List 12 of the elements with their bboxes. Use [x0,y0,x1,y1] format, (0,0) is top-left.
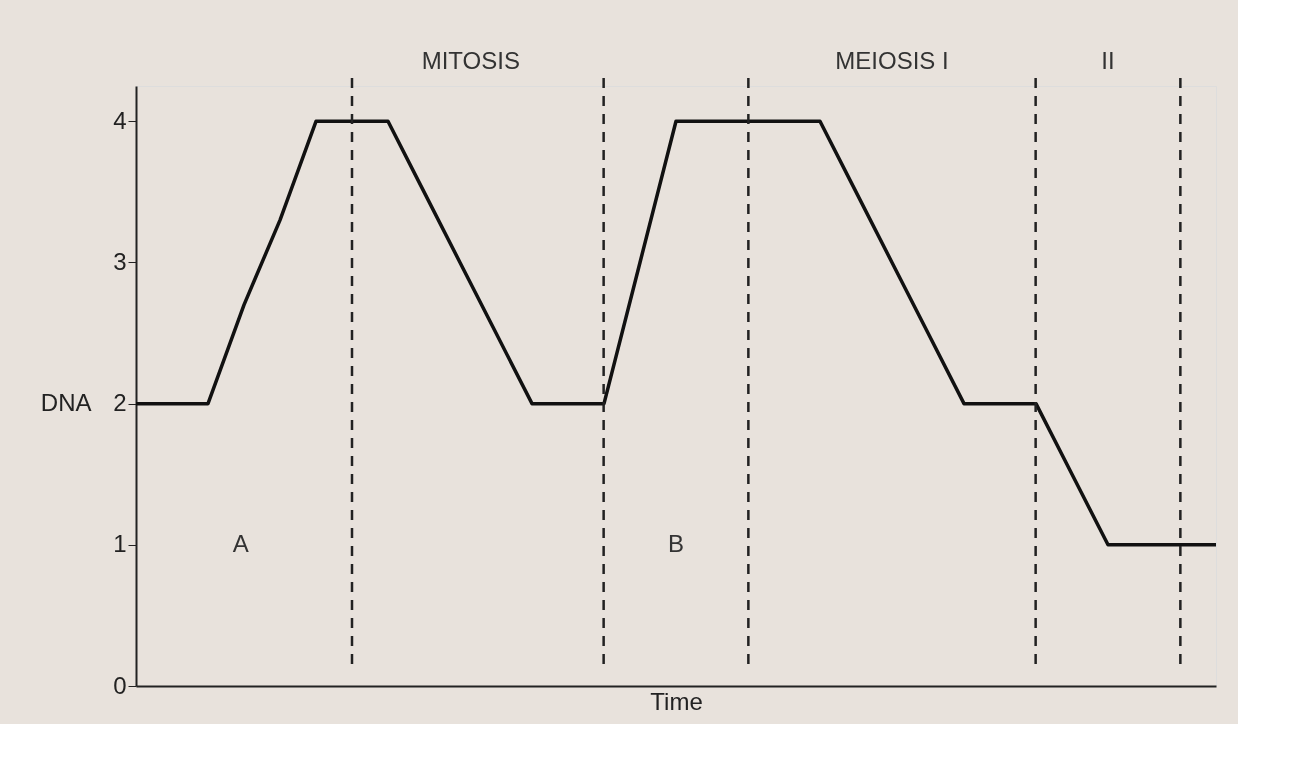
text: II [1101,47,1115,74]
text: MEIOSIS I [835,47,949,74]
y-tick-label: 3 [113,247,127,275]
x-axis-title: Time [650,687,703,715]
y-tick-label: 2 [113,389,127,417]
y-axis-title: DNA [40,389,92,417]
y-tick-label: 0 [113,671,127,699]
y-tick-label: 1 [113,530,127,558]
annotation: A [232,530,249,557]
annotation: B [667,530,685,557]
text: MITOSIS [421,47,520,74]
y-tick-label: 4 [113,106,127,134]
